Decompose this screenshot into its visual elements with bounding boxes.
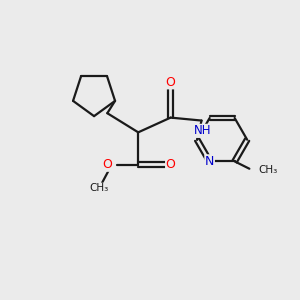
Text: N: N: [205, 155, 214, 168]
Text: CH₃: CH₃: [89, 183, 108, 193]
Text: CH₃: CH₃: [258, 165, 278, 175]
Text: O: O: [166, 76, 176, 89]
Text: NH: NH: [194, 124, 212, 137]
Text: O: O: [166, 158, 176, 171]
Text: O: O: [103, 158, 112, 171]
